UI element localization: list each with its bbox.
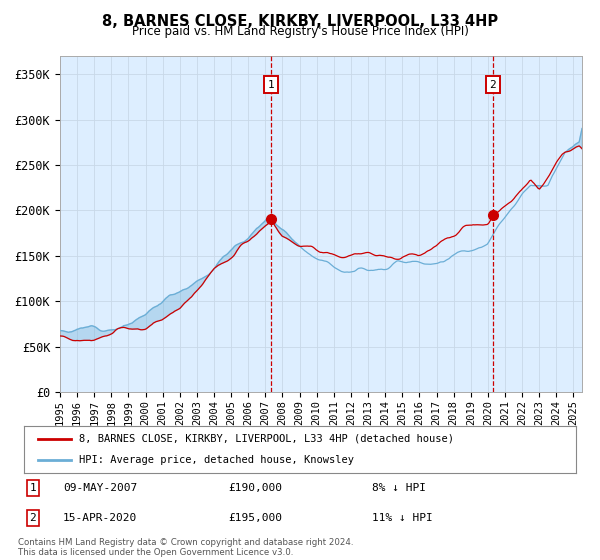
Text: HPI: Average price, detached house, Knowsley: HPI: Average price, detached house, Know… (79, 455, 354, 465)
Text: 2: 2 (29, 513, 37, 523)
Text: Price paid vs. HM Land Registry's House Price Index (HPI): Price paid vs. HM Land Registry's House … (131, 25, 469, 38)
Text: £190,000: £190,000 (228, 483, 282, 493)
Text: 15-APR-2020: 15-APR-2020 (63, 513, 137, 523)
Text: 09-MAY-2007: 09-MAY-2007 (63, 483, 137, 493)
Text: 11% ↓ HPI: 11% ↓ HPI (372, 513, 433, 523)
Text: 1: 1 (29, 483, 37, 493)
Text: Contains HM Land Registry data © Crown copyright and database right 2024.
This d: Contains HM Land Registry data © Crown c… (18, 538, 353, 557)
Text: 8, BARNES CLOSE, KIRKBY, LIVERPOOL, L33 4HP (detached house): 8, BARNES CLOSE, KIRKBY, LIVERPOOL, L33 … (79, 434, 454, 444)
Text: 2: 2 (490, 80, 496, 90)
Text: 8% ↓ HPI: 8% ↓ HPI (372, 483, 426, 493)
Text: 1: 1 (268, 80, 275, 90)
Text: £195,000: £195,000 (228, 513, 282, 523)
Text: 8, BARNES CLOSE, KIRKBY, LIVERPOOL, L33 4HP: 8, BARNES CLOSE, KIRKBY, LIVERPOOL, L33 … (102, 14, 498, 29)
